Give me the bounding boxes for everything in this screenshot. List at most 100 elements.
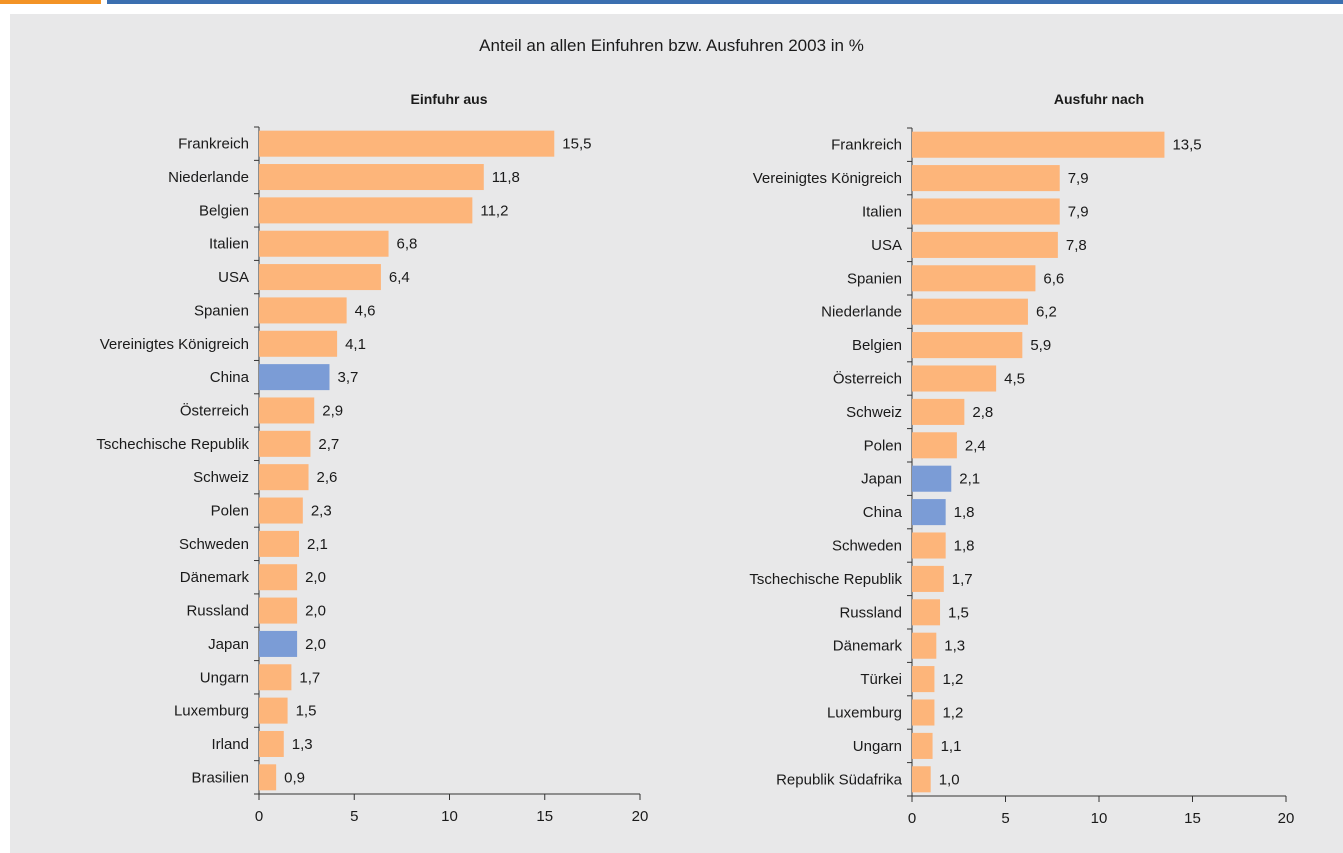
import-category-label: Dänemark xyxy=(180,569,250,586)
import-category-label: Tschechische Republik xyxy=(96,436,249,453)
export-value-label: 1,3 xyxy=(944,638,965,655)
import-bar xyxy=(259,397,315,424)
export-bar xyxy=(912,465,952,492)
export-category-label: Spanien xyxy=(847,270,902,287)
export-bar xyxy=(912,198,1060,225)
import-category-label: China xyxy=(210,369,250,386)
export-value-label: 7,8 xyxy=(1066,237,1087,254)
import-x-tick-label: 0 xyxy=(255,808,263,825)
export-value-label: 2,4 xyxy=(965,437,986,454)
export-x-tick-label: 5 xyxy=(1001,810,1009,827)
export-bar xyxy=(912,165,1060,192)
export-bar-chart: 0 5 10 15 20 Frankreich 13,5 Vereinigtes Königr… xyxy=(749,127,1295,827)
export-bar xyxy=(912,699,935,726)
import-category-label: Irland xyxy=(211,736,249,753)
import-bar xyxy=(259,230,389,257)
import-x-tick-label: 10 xyxy=(441,808,458,825)
export-value-label: 1,8 xyxy=(954,504,975,521)
header-rule xyxy=(107,0,1343,4)
export-bar xyxy=(912,231,1058,258)
import-bar xyxy=(259,730,284,757)
export-bar xyxy=(912,766,931,793)
import-category-label: Österreich xyxy=(180,401,249,419)
import-x-tick-label: 15 xyxy=(536,808,553,825)
import-value-label: 11,8 xyxy=(492,169,520,186)
import-value-label: 2,7 xyxy=(318,436,339,453)
import-bar xyxy=(259,764,277,791)
export-category-label: Niederlande xyxy=(821,304,902,321)
import-bar xyxy=(259,264,381,291)
export-bar xyxy=(912,298,1028,325)
export-bar xyxy=(912,666,935,693)
export-value-label: 1,7 xyxy=(952,571,973,588)
import-value-label: 11,2 xyxy=(480,202,508,219)
import-value-label: 1,3 xyxy=(292,736,313,753)
export-category-label: Schweiz xyxy=(846,404,902,421)
import-chart-title: Einfuhr aus xyxy=(410,91,488,107)
import-bar xyxy=(259,130,555,157)
import-bar xyxy=(259,597,298,624)
import-category-label: Ungarn xyxy=(200,669,249,686)
export-bar xyxy=(912,332,1023,359)
import-category-label: Schweden xyxy=(179,536,249,553)
export-bar xyxy=(912,398,965,425)
import-category-label: Niederlande xyxy=(168,169,249,186)
export-bar xyxy=(912,532,946,559)
export-category-label: Österreich xyxy=(833,370,902,388)
export-bar xyxy=(912,732,933,759)
import-category-label: Polen xyxy=(211,503,249,520)
import-category-label: Italien xyxy=(209,236,249,253)
export-category-label: Republik Südafrika xyxy=(776,771,903,788)
import-category-label: Brasilien xyxy=(191,769,249,786)
export-category-label: Japan xyxy=(861,471,902,488)
export-x-tick-label: 0 xyxy=(908,810,916,827)
export-category-label: Tschechische Republik xyxy=(749,571,902,588)
export-category-label: China xyxy=(863,504,903,521)
export-bar xyxy=(912,565,944,592)
export-x-tick-label: 15 xyxy=(1184,810,1201,827)
import-bar xyxy=(259,164,484,191)
import-value-label: 6,8 xyxy=(397,236,418,253)
export-bar xyxy=(912,432,957,459)
import-category-label: Belgien xyxy=(199,202,249,219)
import-value-label: 1,7 xyxy=(299,669,320,686)
import-value-label: 2,1 xyxy=(307,536,328,553)
import-value-label: 3,7 xyxy=(337,369,358,386)
import-bar xyxy=(259,630,298,657)
export-category-label: Russland xyxy=(839,604,902,621)
import-value-label: 4,1 xyxy=(345,336,366,353)
import-value-label: 1,5 xyxy=(296,703,317,720)
import-category-label: USA xyxy=(218,269,249,286)
export-x-tick-label: 10 xyxy=(1091,810,1108,827)
import-bar xyxy=(259,664,292,691)
import-value-label: 0,9 xyxy=(284,769,305,786)
import-value-label: 15,5 xyxy=(562,136,591,153)
import-bar xyxy=(259,197,473,224)
export-chart-title: Ausfuhr nach xyxy=(1053,91,1145,107)
import-category-label: Japan xyxy=(208,636,249,653)
import-bar xyxy=(259,330,338,357)
import-value-label: 2,6 xyxy=(317,469,338,486)
import-x-tick-label: 20 xyxy=(632,808,649,825)
export-value-label: 2,8 xyxy=(972,404,993,421)
import-bar xyxy=(259,497,303,524)
export-value-label: 1,1 xyxy=(941,738,962,755)
export-category-label: Schweden xyxy=(832,538,902,555)
export-bar xyxy=(912,265,1036,292)
export-value-label: 5,9 xyxy=(1030,337,1051,354)
export-x-tick-label: 20 xyxy=(1278,810,1295,827)
export-value-label: 7,9 xyxy=(1068,204,1089,221)
export-bar xyxy=(912,599,941,626)
export-value-label: 2,1 xyxy=(959,471,980,488)
import-value-label: 2,0 xyxy=(305,603,326,620)
header-accent-bar xyxy=(0,0,101,4)
import-category-label: Vereinigtes Königreich xyxy=(100,336,249,353)
export-category-label: Frankreich xyxy=(831,137,902,154)
import-category-label: Schweiz xyxy=(193,469,249,486)
export-value-label: 13,5 xyxy=(1172,137,1201,154)
export-value-label: 1,2 xyxy=(942,705,963,722)
import-x-tick-label: 5 xyxy=(350,808,358,825)
export-category-label: Dänemark xyxy=(833,638,903,655)
export-category-label: Ungarn xyxy=(853,738,902,755)
export-category-label: USA xyxy=(871,237,902,254)
